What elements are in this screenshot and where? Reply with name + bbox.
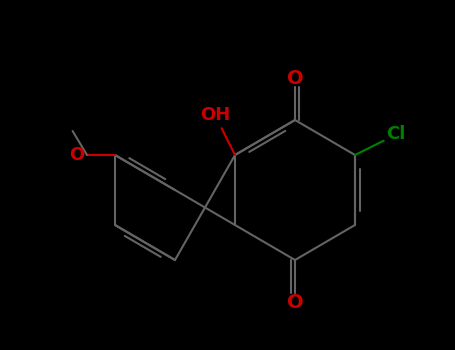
Text: O: O bbox=[287, 293, 303, 312]
Text: O: O bbox=[69, 146, 85, 164]
Text: OH: OH bbox=[200, 106, 230, 124]
Text: O: O bbox=[287, 69, 303, 88]
Text: Cl: Cl bbox=[386, 125, 406, 144]
